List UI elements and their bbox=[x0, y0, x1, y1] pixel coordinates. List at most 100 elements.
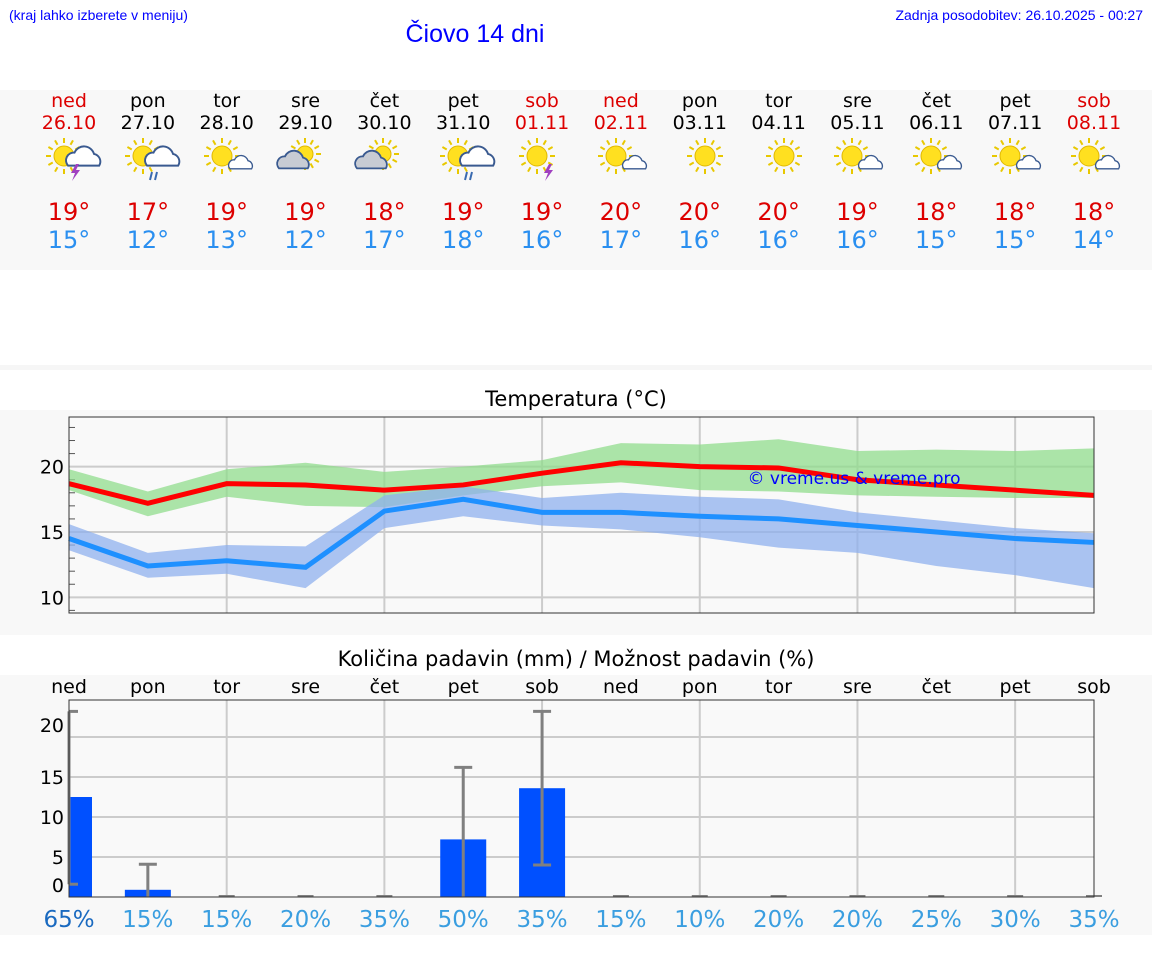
weather-sun-icon bbox=[665, 136, 735, 196]
max-temp: 19° bbox=[284, 198, 327, 226]
min-temp: 12° bbox=[284, 226, 327, 254]
precip-chart-title: Količina padavin (mm) / Možnost padavin … bbox=[337, 647, 815, 671]
day-name: pet bbox=[447, 90, 479, 112]
weather-cloud-sun-icon bbox=[271, 136, 341, 196]
day-label: pon bbox=[682, 676, 718, 698]
weather-sun-small-cloud-icon bbox=[1059, 136, 1129, 196]
day-label: sob bbox=[525, 676, 559, 698]
day-name: sre bbox=[842, 90, 872, 112]
min-temp: 17° bbox=[599, 226, 643, 254]
weather-sun-lightning-icon bbox=[507, 136, 577, 196]
y-tick-label: 10 bbox=[40, 587, 64, 609]
day-label: pet bbox=[1000, 676, 1031, 698]
weather-sun-small-cloud-icon bbox=[822, 136, 892, 196]
precip-probability: 10% bbox=[674, 907, 725, 933]
min-temp-line bbox=[68, 496, 1095, 570]
precip-probability: 15% bbox=[122, 907, 173, 933]
day-date: 02.11 bbox=[593, 112, 649, 134]
weather-sun-small-cloud-icon bbox=[901, 136, 971, 196]
max-temp: 17° bbox=[126, 198, 170, 226]
y-tick-label: 20 bbox=[40, 715, 64, 737]
min-temp: 16° bbox=[520, 226, 564, 254]
precip-probability: 25% bbox=[911, 907, 962, 933]
max-temp: 19° bbox=[836, 198, 879, 226]
day-name: sob bbox=[525, 90, 559, 112]
precip-probability: 30% bbox=[990, 907, 1041, 933]
max-temp-line bbox=[68, 460, 1095, 506]
precip-probability: 20% bbox=[280, 907, 331, 933]
day-label: ned bbox=[603, 676, 639, 698]
min-temp: 16° bbox=[757, 226, 800, 254]
min-temp-range-band bbox=[69, 486, 1094, 589]
y-tick-label: 15 bbox=[40, 767, 64, 789]
precip-probability: 35% bbox=[359, 907, 410, 933]
day-name: pon bbox=[129, 90, 166, 112]
precip-probability: 15% bbox=[595, 907, 646, 933]
max-temp: 19° bbox=[205, 198, 248, 226]
day-date: 04.11 bbox=[751, 112, 806, 134]
weather-cloud-sun-icon bbox=[349, 136, 419, 196]
day-date: 05.11 bbox=[830, 112, 885, 134]
min-temp: 16° bbox=[678, 226, 722, 254]
weather-sun-small-cloud-icon bbox=[586, 136, 656, 196]
day-name: pon bbox=[681, 90, 718, 112]
day-name: sre bbox=[291, 90, 321, 112]
min-temp: 14° bbox=[1072, 226, 1116, 254]
y-tick-label: 0 bbox=[52, 875, 64, 897]
plot-border bbox=[68, 416, 1095, 614]
day-label: sre bbox=[291, 676, 320, 698]
day-name: čet bbox=[921, 90, 952, 112]
precip-probability: 50% bbox=[438, 907, 489, 933]
max-temp: 20° bbox=[757, 198, 800, 226]
y-tick-label: 20 bbox=[40, 457, 64, 479]
min-temp: 15° bbox=[915, 226, 958, 254]
precip-bar bbox=[69, 797, 92, 897]
day-date: 06.11 bbox=[909, 112, 964, 134]
day-date: 08.11 bbox=[1066, 112, 1122, 134]
min-temp: 17° bbox=[363, 226, 406, 254]
day-name: sob bbox=[1077, 90, 1111, 112]
day-date: 01.11 bbox=[514, 112, 570, 134]
day-date: 31.10 bbox=[436, 112, 491, 134]
min-temp: 15° bbox=[993, 226, 1037, 254]
min-temp: 13° bbox=[205, 226, 248, 254]
weather-sun-small-cloud-icon bbox=[980, 136, 1050, 196]
min-temp: 18° bbox=[441, 226, 485, 254]
day-label: sre bbox=[843, 676, 872, 698]
day-name: pet bbox=[999, 90, 1031, 112]
last-update: Zadnja posodobitev: 26.10.2025 - 00:27 bbox=[895, 7, 1143, 23]
day-name: tor bbox=[765, 90, 793, 112]
weather-sun-cloud-rain-icon bbox=[113, 136, 183, 196]
day-label: pon bbox=[130, 676, 166, 698]
watermark: © vreme.us & vreme.pro bbox=[747, 469, 960, 489]
max-temp: 18° bbox=[1072, 198, 1116, 226]
location-hint: (kraj lahko izberete v meniju) bbox=[9, 7, 188, 23]
day-date: 26.10 bbox=[41, 112, 97, 134]
min-temp: 15° bbox=[47, 226, 91, 254]
plot-border bbox=[68, 699, 1095, 898]
max-temp: 20° bbox=[678, 198, 722, 226]
min-temp: 12° bbox=[126, 226, 170, 254]
day-name: ned bbox=[603, 90, 639, 112]
weather-sun-icon bbox=[744, 136, 814, 196]
day-date: 03.11 bbox=[672, 112, 727, 134]
max-temp-range-band bbox=[69, 439, 1094, 517]
max-temp: 19° bbox=[520, 198, 564, 226]
y-tick-label: 15 bbox=[40, 522, 64, 544]
day-date: 07.11 bbox=[987, 112, 1043, 134]
day-date: 28.10 bbox=[199, 112, 254, 134]
day-label: pet bbox=[448, 676, 479, 698]
day-label: čet bbox=[922, 676, 952, 698]
max-temp: 19° bbox=[47, 198, 91, 226]
max-temp: 18° bbox=[363, 198, 406, 226]
day-date: 27.10 bbox=[120, 112, 176, 134]
max-temp: 18° bbox=[915, 198, 958, 226]
divider bbox=[0, 365, 1152, 370]
max-temp: 19° bbox=[441, 198, 485, 226]
day-label: tor bbox=[213, 676, 240, 698]
max-temp: 18° bbox=[993, 198, 1037, 226]
day-date: 29.10 bbox=[278, 112, 333, 134]
day-label: sob bbox=[1077, 676, 1111, 698]
y-tick-label: 5 bbox=[52, 847, 64, 869]
